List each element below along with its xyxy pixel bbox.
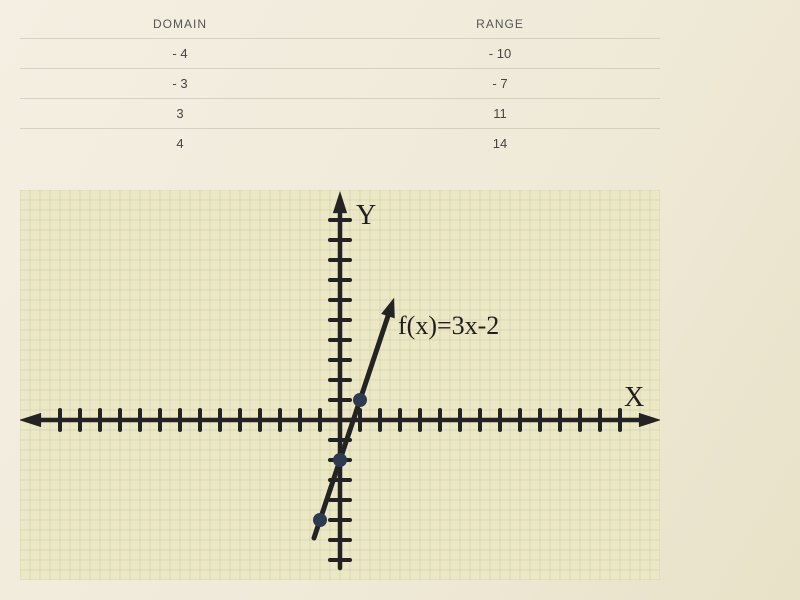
cell: 3 [20,99,340,129]
col-domain: DOMAIN [20,10,340,39]
x-axis-label: X [624,382,644,413]
cell: - 3 [20,69,340,99]
y-axis-label: Y [356,200,376,231]
cell: - 7 [340,69,660,99]
col-range: RANGE [340,10,660,39]
table-row: 3 11 [20,99,660,129]
page: DOMAIN RANGE - 4 - 10 - 3 - 7 3 11 4 14 [0,0,800,600]
graph-panel: Y X f(x)=3x-2 [20,190,660,580]
equation-label: f(x)=3x-2 [398,311,499,340]
cell: - 10 [340,39,660,69]
cell: 4 [20,129,340,159]
domain-range-table: DOMAIN RANGE - 4 - 10 - 3 - 7 3 11 4 14 [20,10,660,158]
cell: 14 [340,129,660,159]
table-row: - 3 - 7 [20,69,660,99]
table-header-row: DOMAIN RANGE [20,10,660,39]
cell: - 4 [20,39,340,69]
cell: 11 [340,99,660,129]
table-row: - 4 - 10 [20,39,660,69]
graph-svg: Y X f(x)=3x-2 [20,190,660,580]
table-row: 4 14 [20,129,660,159]
